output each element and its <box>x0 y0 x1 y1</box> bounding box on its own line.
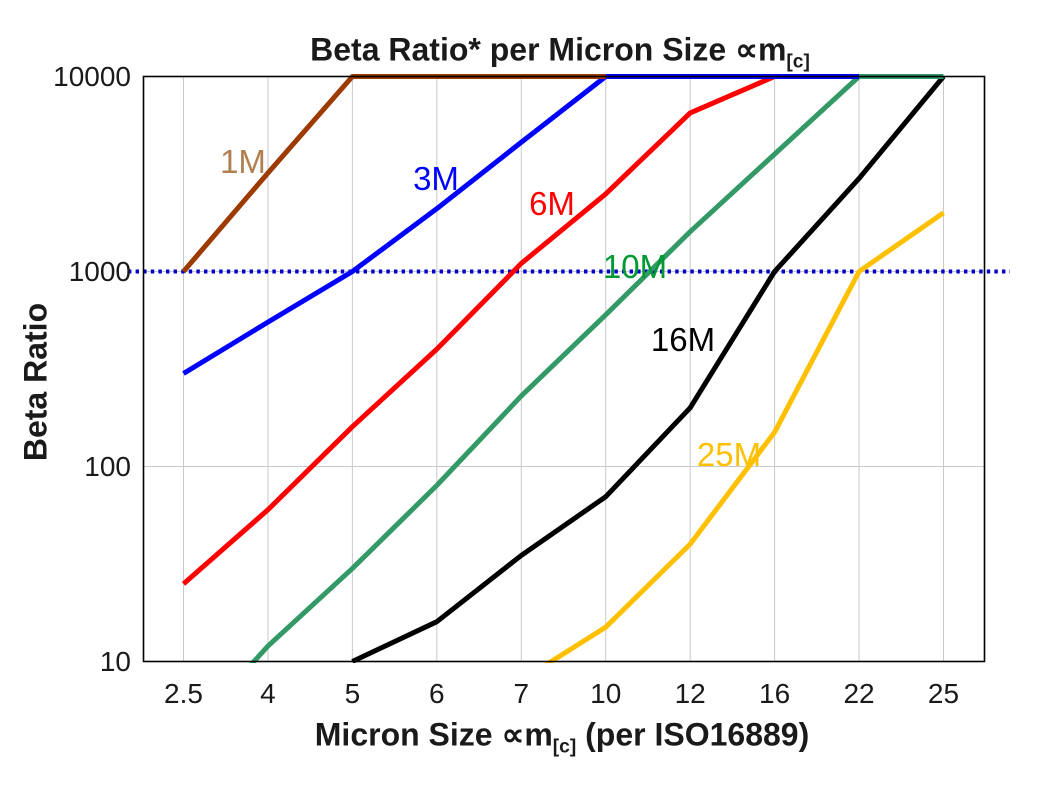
x-tick-label-16: 16 <box>759 678 791 709</box>
chart-title: Beta Ratio* per Micron Size ∝m[c] <box>310 30 810 73</box>
x-axis-title-suffix: (per ISO16889) <box>576 716 810 753</box>
series-label-25M: 25M <box>696 436 762 473</box>
x-axis-title: Micron Size ∝m[c] (per ISO16889) <box>315 715 809 758</box>
series-label-3M: 3M <box>413 160 459 197</box>
series-label-16M: 16M <box>650 321 716 358</box>
y-tick-label-1000: 1000 <box>68 255 131 287</box>
gridlines <box>143 76 985 662</box>
series-lines <box>181 74 946 663</box>
chart-title-subscript: [c] <box>786 51 810 73</box>
y-axis-title: Beta Ratio <box>17 302 54 462</box>
x-axis-title-subscript: [c] <box>552 736 577 758</box>
x-tick-label-4: 4 <box>260 678 276 709</box>
x-tick-label-22: 22 <box>843 678 875 709</box>
series-line-16M <box>351 74 946 663</box>
series-line-6M <box>181 74 776 586</box>
series-line-10M <box>249 74 944 663</box>
y-tick-label-10: 10 <box>99 645 131 677</box>
y-tick-label-100: 100 <box>84 450 131 482</box>
plot-border <box>142 75 986 663</box>
x-tick-label-6: 6 <box>429 678 445 709</box>
series-label-10M: 10M <box>602 248 668 285</box>
series-label-6M: 6M <box>529 185 575 222</box>
x-tick-label-2.5: 2.5 <box>164 678 203 709</box>
chart-title-text: Beta Ratio* per Micron Size ∝m <box>310 31 787 68</box>
series-line-25M <box>544 210 945 663</box>
y-tick-label-10000: 10000 <box>53 60 131 92</box>
series-label-1M: 1M <box>220 143 266 180</box>
x-tick-label-25: 25 <box>927 678 960 709</box>
x-tick-label-10: 10 <box>590 678 622 709</box>
x-tick-label-12: 12 <box>674 678 706 709</box>
x-tick-label-7: 7 <box>513 678 530 709</box>
x-tick-label-5: 5 <box>344 678 361 709</box>
x-axis-title-text: Micron Size ∝m <box>314 716 553 753</box>
